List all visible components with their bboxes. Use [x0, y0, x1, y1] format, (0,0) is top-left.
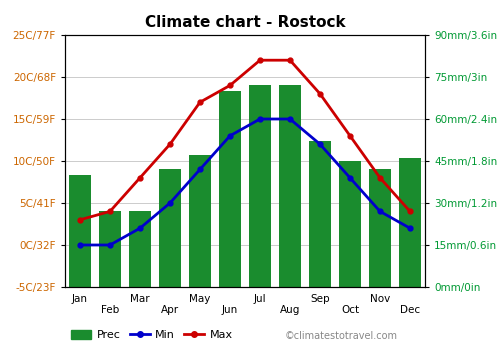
Bar	[399, 158, 421, 287]
Bar	[219, 91, 241, 287]
Text: Sep: Sep	[310, 294, 330, 304]
Text: Jun: Jun	[222, 306, 238, 315]
Title: Climate chart - Rostock: Climate chart - Rostock	[144, 15, 346, 30]
Text: Jul: Jul	[254, 294, 266, 304]
Text: Aug: Aug	[280, 306, 300, 315]
Bar	[339, 161, 361, 287]
Bar	[69, 175, 91, 287]
Bar	[159, 169, 181, 287]
Bar	[309, 141, 331, 287]
Legend: Prec, Min, Max: Prec, Min, Max	[67, 325, 237, 345]
Bar	[279, 85, 301, 287]
Bar	[369, 169, 391, 287]
Text: Jan: Jan	[72, 294, 88, 304]
Text: Apr: Apr	[161, 306, 179, 315]
Text: Feb: Feb	[101, 306, 119, 315]
Text: Nov: Nov	[370, 294, 390, 304]
Bar	[129, 211, 151, 287]
Bar	[249, 85, 271, 287]
Text: Mar: Mar	[130, 294, 150, 304]
Text: Dec: Dec	[400, 306, 420, 315]
Text: ©climatestotravel.com: ©climatestotravel.com	[285, 331, 398, 341]
Text: Oct: Oct	[341, 306, 359, 315]
Bar	[99, 211, 121, 287]
Text: May: May	[190, 294, 210, 304]
Bar	[189, 155, 211, 287]
